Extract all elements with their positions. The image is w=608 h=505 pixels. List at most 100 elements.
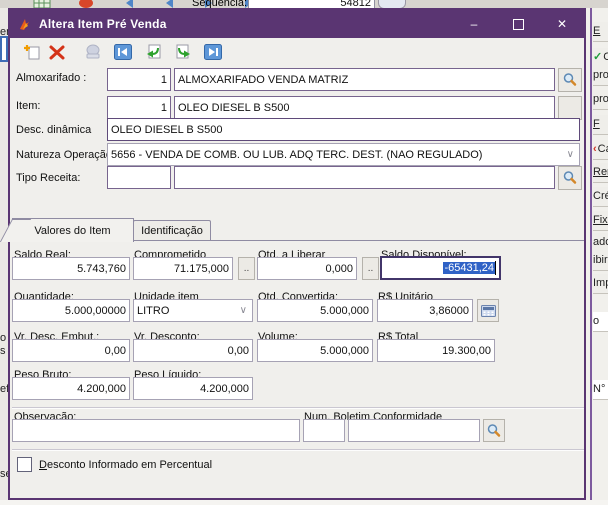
- clipped-button[interactable]: Rent: [593, 163, 608, 183]
- magnifier-icon: [563, 171, 577, 184]
- clipped-text: ef: [0, 383, 8, 395]
- save-previous-icon[interactable]: [143, 42, 163, 62]
- text-caret: [495, 261, 496, 275]
- selected-text: -65431,24: [443, 262, 495, 274]
- separator: [12, 407, 584, 408]
- magnifier-icon: [563, 73, 577, 86]
- qtd-a-liberar-more-button[interactable]: ..: [362, 257, 379, 280]
- item-disabled-button: [558, 96, 582, 120]
- clipped-field: o: [593, 312, 608, 332]
- saldo-disponivel-input[interactable]: -65431,24: [380, 256, 501, 280]
- grid-icon: [33, 0, 51, 8]
- tab-valores-do-item[interactable]: Valores do Item: [12, 218, 134, 242]
- almoxarifado-code-input[interactable]: [107, 68, 171, 91]
- dialog-titlebar[interactable]: Altera Item Pré Venda – ✕: [10, 10, 584, 38]
- sequencia-input[interactable]: 54812: [248, 0, 375, 8]
- comprometido-input[interactable]: [133, 257, 233, 280]
- desconto-percentual-label: Desconto Informado em Percentual: [39, 459, 213, 471]
- tipo-receita-code-input[interactable]: [107, 166, 171, 189]
- rs-unitario-calculator-button[interactable]: [477, 299, 499, 322]
- background-left-edge: er o s ef se: [0, 8, 8, 505]
- comprometido-more-button[interactable]: ..: [238, 257, 255, 280]
- natureza-operacao-label: Natureza Operação:: [16, 149, 116, 161]
- clipped-button[interactable]: proj: [593, 66, 608, 86]
- eraser-icon: [79, 0, 93, 8]
- tab-identificacao[interactable]: Identificação: [133, 220, 211, 241]
- peso-bruto-input[interactable]: [12, 377, 130, 400]
- qtd-a-liberar-input[interactable]: [257, 257, 357, 280]
- num-boletim-search-button[interactable]: [483, 419, 505, 442]
- clipped-button[interactable]: ados: [593, 233, 608, 253]
- clipped-button[interactable]: Créd: [593, 187, 608, 207]
- nav-first-icon[interactable]: [113, 42, 133, 62]
- new-record-icon[interactable]: [22, 42, 42, 62]
- chevron-down-icon: ∨: [566, 149, 574, 160]
- magnifier-icon: [487, 423, 501, 437]
- nav-arrow-icon: [205, 0, 212, 8]
- chevron-down-icon: ∨: [239, 305, 247, 316]
- clipped-field: N°: [593, 380, 608, 400]
- volume-input[interactable]: [257, 339, 373, 362]
- save-next-icon[interactable]: [173, 42, 193, 62]
- saldo-real-input[interactable]: [12, 257, 130, 280]
- calculator-icon: [480, 304, 496, 317]
- stamp-icon[interactable]: [83, 42, 103, 62]
- window-border: [590, 8, 592, 505]
- maximize-icon: [512, 18, 524, 30]
- close-button[interactable]: ✕: [556, 17, 568, 31]
- clipped-button[interactable]: Imp: [593, 274, 608, 294]
- rs-total-input[interactable]: [377, 339, 495, 362]
- almoxarifado-search-button[interactable]: [558, 68, 582, 92]
- clipped-button[interactable]: prov: [593, 90, 608, 110]
- clipped-button[interactable]: F: [593, 115, 608, 135]
- clipped-button[interactable]: E: [593, 22, 608, 42]
- natureza-operacao-select[interactable]: 5656 - VENDA DE COMB. OU LUB. ADQ TERC. …: [107, 143, 580, 166]
- unidade-item-select[interactable]: LITRO ∨: [133, 299, 253, 322]
- clipped-button[interactable]: ‹Ca: [593, 140, 608, 160]
- dialog-title: Altera Item Pré Venda: [39, 17, 167, 31]
- cancel-icon: ‹: [593, 143, 597, 155]
- sequencia-label: Sequência:: [192, 0, 248, 8]
- desconto-percentual-checkbox[interactable]: [17, 457, 32, 472]
- num-boletim-code-input[interactable]: [303, 419, 345, 442]
- almoxarifado-label: Almoxarifado :: [16, 72, 87, 84]
- check-icon: ✓: [593, 51, 603, 63]
- altera-item-pre-venda-dialog: Altera Item Pré Venda – ✕ Almoxarifado :…: [8, 8, 586, 500]
- almoxarifado-desc-input[interactable]: [174, 68, 555, 91]
- vr-desc-embut-input[interactable]: [12, 339, 130, 362]
- nav-arrow-icon: [166, 0, 173, 8]
- app-logo-icon: [18, 18, 31, 31]
- background-bottom-edge: [0, 500, 608, 505]
- num-boletim-input[interactable]: [348, 419, 480, 442]
- background-top-toolbar: Sequência: 54812: [0, 0, 608, 8]
- clipped-text: o: [0, 332, 7, 344]
- clipped-button[interactable]: ✓Co: [593, 48, 608, 68]
- observacao-input[interactable]: [12, 419, 300, 442]
- clipped-button[interactable]: ibir: [593, 251, 608, 271]
- tipo-receita-label: Tipo Receita:: [16, 172, 81, 184]
- item-code-input[interactable]: [107, 96, 171, 119]
- vr-desconto-input[interactable]: [133, 339, 253, 362]
- maximize-button[interactable]: [504, 14, 532, 34]
- quantidade-input[interactable]: [12, 299, 130, 322]
- clipped-field: [0, 36, 8, 62]
- qtd-convertida-input[interactable]: [257, 299, 373, 322]
- nav-arrow-icon: [126, 0, 133, 8]
- clipped-text: s: [0, 345, 6, 357]
- desc-dinamica-input[interactable]: [107, 118, 580, 141]
- delete-icon[interactable]: [47, 42, 67, 62]
- minimize-button[interactable]: –: [470, 17, 478, 31]
- separator: [12, 449, 584, 450]
- sequencia-search-button[interactable]: [378, 0, 406, 8]
- item-desc-input[interactable]: [174, 96, 555, 119]
- clipped-text: er: [0, 26, 8, 38]
- tipo-receita-desc-input[interactable]: [174, 166, 555, 189]
- desc-dinamica-label: Desc. dinâmica: [16, 124, 92, 136]
- item-label: Item:: [16, 100, 41, 112]
- nav-last-icon[interactable]: [203, 42, 223, 62]
- rs-unitario-input[interactable]: [377, 299, 473, 322]
- peso-liquido-input[interactable]: [133, 377, 253, 400]
- tipo-receita-search-button[interactable]: [558, 166, 582, 190]
